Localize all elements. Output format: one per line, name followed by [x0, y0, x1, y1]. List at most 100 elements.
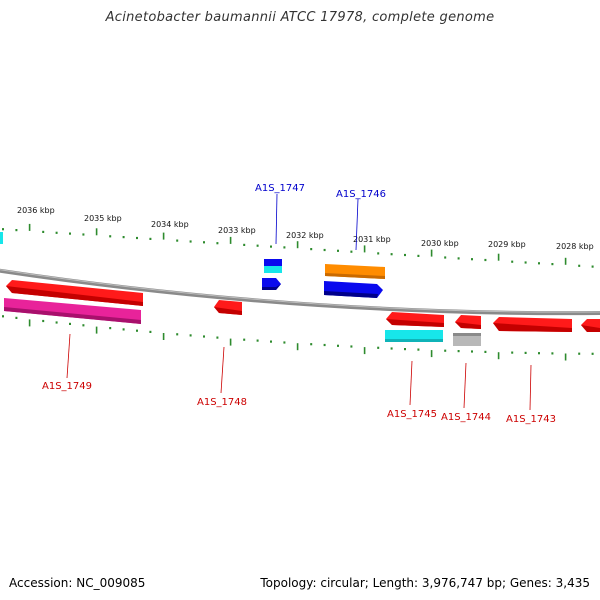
- accession-text: Accession: NC_009085: [9, 576, 146, 590]
- leader-a1s-1747: [275, 193, 278, 245]
- top-ruler-minor-tick: [270, 245, 272, 248]
- label-a1s-1744[interactable]: A1S_1744: [441, 412, 491, 423]
- bottom-ruler-minor-tick: [243, 338, 246, 341]
- bottom-ruler-major-tick: [430, 350, 433, 358]
- bottom-ruler-minor-tick: [189, 334, 192, 337]
- bottom-ruler-minor-tick: [310, 343, 313, 346]
- gene-a1s-1745-cyan[interactable]: [385, 330, 443, 341]
- bottom-ruler-minor-tick: [591, 352, 594, 355]
- top-ruler-minor-tick: [109, 235, 112, 238]
- label-a1s-1747[interactable]: A1S_1747: [255, 183, 305, 194]
- bottom-ruler-major-tick: [497, 352, 500, 360]
- top-ruler-minor-tick: [377, 252, 380, 255]
- bottom-ruler-minor-tick: [484, 350, 487, 353]
- top-ruler-major-tick: [296, 241, 299, 249]
- top-ruler-minor-tick: [55, 231, 58, 234]
- top-ruler-minor-tick: [15, 229, 18, 232]
- bottom-ruler-minor-tick: [524, 351, 527, 354]
- top-ruler-minor-tick: [122, 236, 125, 239]
- gene-red-1744-upper-shade: [455, 322, 481, 329]
- top-ruler-minor-tick: [404, 253, 406, 257]
- bottom-ruler-minor-tick: [82, 324, 85, 327]
- top-ruler-minor-tick: [444, 256, 447, 259]
- ruler-label-2032: 2032 kbp: [286, 231, 324, 240]
- bottom-ruler-minor-tick: [471, 350, 473, 353]
- bottom-ruler-minor-tick: [216, 336, 219, 339]
- top-ruler-minor-tick: [337, 249, 339, 252]
- bottom-ruler-minor-tick: [457, 350, 460, 353]
- leader-a1s-1743: [529, 364, 532, 411]
- top-ruler-minor-tick: [323, 248, 326, 252]
- gene-partial-cyan[interactable]: [0, 232, 3, 244]
- gene-a1s-1744-gray-top: [453, 333, 481, 336]
- bottom-ruler-minor-tick: [2, 315, 4, 318]
- top-ruler-major-tick: [430, 249, 433, 257]
- bottom-ruler-major-tick: [363, 347, 366, 355]
- top-ruler-minor-tick: [310, 248, 313, 251]
- top-ruler-minor-tick: [2, 228, 4, 231]
- bottom-ruler-minor-tick: [283, 341, 286, 344]
- ruler-label-2028: 2028 kbp: [556, 242, 594, 251]
- leader-a1s-1745: [409, 360, 413, 406]
- bottom-ruler-major-tick: [95, 326, 98, 334]
- bottom-ruler-minor-tick: [444, 349, 447, 352]
- label-a1s-1745[interactable]: A1S_1745: [387, 409, 437, 420]
- bottom-ruler-minor-tick: [511, 351, 514, 354]
- bottom-ruler-minor-tick: [176, 333, 179, 336]
- bottom-ruler-minor-tick: [109, 327, 112, 330]
- bottom-ruler-minor-tick: [270, 340, 272, 343]
- ruler-label-2030: 2030 kbp: [421, 239, 459, 248]
- top-ruler-minor-tick: [524, 261, 527, 264]
- bottom-ruler-minor-tick: [551, 352, 554, 355]
- gene-red-right-edge-shade: [581, 325, 600, 332]
- bottom-ruler-minor-tick: [203, 335, 205, 338]
- leader-a1s-1749: [66, 333, 71, 379]
- ruler-label-2035: 2035 kbp: [84, 214, 122, 223]
- gene-a1s-1746-orange-shade: [325, 273, 385, 279]
- gene-a1s-1745-cyan-shade: [385, 339, 443, 342]
- top-ruler-minor-tick: [203, 241, 205, 244]
- bottom-ruler-minor-tick: [136, 329, 138, 332]
- gene-a1s-1747-blue[interactable]: [264, 259, 282, 266]
- bottom-ruler-major-tick: [296, 343, 299, 351]
- gene-a1s-1744-gray[interactable]: [453, 333, 481, 346]
- ruler-label-2033: 2033 kbp: [218, 226, 256, 235]
- top-ruler-major-tick: [497, 253, 500, 261]
- bottom-ruler: [2, 315, 594, 361]
- top-ruler-minor-tick: [578, 264, 581, 267]
- bottom-ruler-major-tick: [28, 319, 31, 327]
- label-a1s-1743[interactable]: A1S_1743: [506, 414, 556, 425]
- gene-a1s-1748-red-shade: [214, 307, 242, 315]
- ruler-label-2036: 2036 kbp: [17, 206, 55, 215]
- gene-a1s-1747-cyan[interactable]: [264, 266, 282, 273]
- top-ruler-minor-tick: [82, 233, 85, 236]
- top-ruler-minor-tick: [243, 243, 246, 246]
- gene-blue-arrow-shade: [324, 291, 378, 298]
- gene-a1s-1749-magenta-shade: [4, 307, 141, 324]
- bottom-ruler-major-tick: [229, 338, 232, 346]
- top-ruler-minor-tick: [42, 230, 45, 233]
- bottom-ruler-minor-tick: [69, 322, 71, 325]
- bottom-ruler-minor-tick: [377, 346, 380, 349]
- bottom-ruler-minor-tick: [538, 352, 540, 355]
- top-ruler: [2, 223, 594, 268]
- bottom-ruler-minor-tick: [390, 347, 393, 350]
- top-ruler-minor-tick: [551, 263, 554, 266]
- top-ruler-minor-tick: [511, 260, 514, 263]
- label-a1s-1748[interactable]: A1S_1748: [197, 397, 247, 408]
- genome-title: Acinetobacter baumannii ATCC 17978, comp…: [105, 10, 495, 25]
- label-a1s-1749[interactable]: A1S_1749: [42, 381, 92, 392]
- gene-a1s-1743-red-shade: [493, 323, 572, 332]
- top-ruler-minor-tick: [538, 262, 540, 265]
- top-ruler-minor-tick: [471, 258, 473, 261]
- top-ruler-major-tick: [363, 245, 366, 253]
- top-ruler-minor-tick: [591, 265, 594, 268]
- leader-a1s-1748: [220, 346, 225, 394]
- top-ruler-minor-tick: [283, 246, 286, 249]
- top-ruler-major-tick: [229, 236, 232, 244]
- label-a1s-1746[interactable]: A1S_1746: [336, 189, 386, 200]
- genome-backbone: [0, 268, 600, 316]
- bottom-ruler-minor-tick: [122, 328, 125, 331]
- gene-a1s-1747-feature[interactable]: [264, 259, 282, 273]
